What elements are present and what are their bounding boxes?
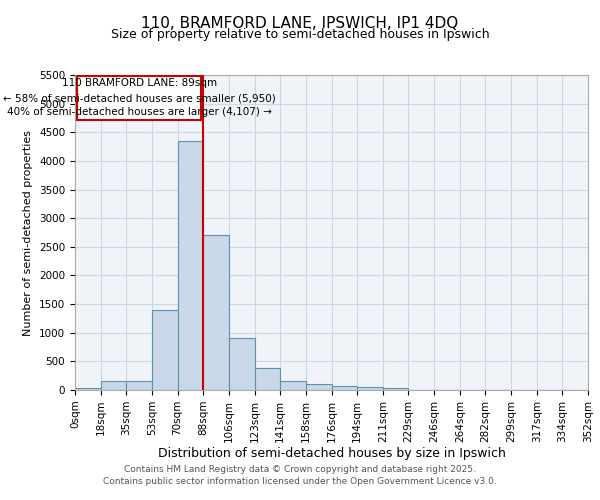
Text: 110, BRAMFORD LANE, IPSWICH, IP1 4DQ: 110, BRAMFORD LANE, IPSWICH, IP1 4DQ (142, 16, 458, 31)
Text: 40% of semi-detached houses are larger (4,107) →: 40% of semi-detached houses are larger (… (7, 107, 272, 117)
Bar (383, 388, 409, 390)
Bar (254, 368, 280, 390)
Bar (75, 388, 101, 390)
Bar (357, 387, 383, 390)
Bar (101, 382, 127, 390)
Text: ← 58% of semi-detached houses are smaller (5,950): ← 58% of semi-detached houses are smalle… (3, 94, 275, 104)
Y-axis label: Number of semi-detached properties: Number of semi-detached properties (23, 130, 34, 336)
Polygon shape (77, 76, 201, 120)
Text: Contains public sector information licensed under the Open Government Licence v3: Contains public sector information licen… (103, 477, 497, 486)
Bar (152, 310, 178, 390)
Bar (306, 384, 331, 390)
Bar (331, 386, 357, 390)
X-axis label: Distribution of semi-detached houses by size in Ipswich: Distribution of semi-detached houses by … (158, 448, 505, 460)
Bar (178, 141, 203, 390)
Bar (127, 382, 152, 390)
Text: Size of property relative to semi-detached houses in Ipswich: Size of property relative to semi-detach… (110, 28, 490, 41)
Text: 110 BRAMFORD LANE: 89sqm: 110 BRAMFORD LANE: 89sqm (62, 78, 217, 88)
Bar (229, 338, 254, 390)
Text: Contains HM Land Registry data © Crown copyright and database right 2025.: Contains HM Land Registry data © Crown c… (124, 465, 476, 474)
Bar (280, 382, 306, 390)
Bar (203, 236, 229, 390)
